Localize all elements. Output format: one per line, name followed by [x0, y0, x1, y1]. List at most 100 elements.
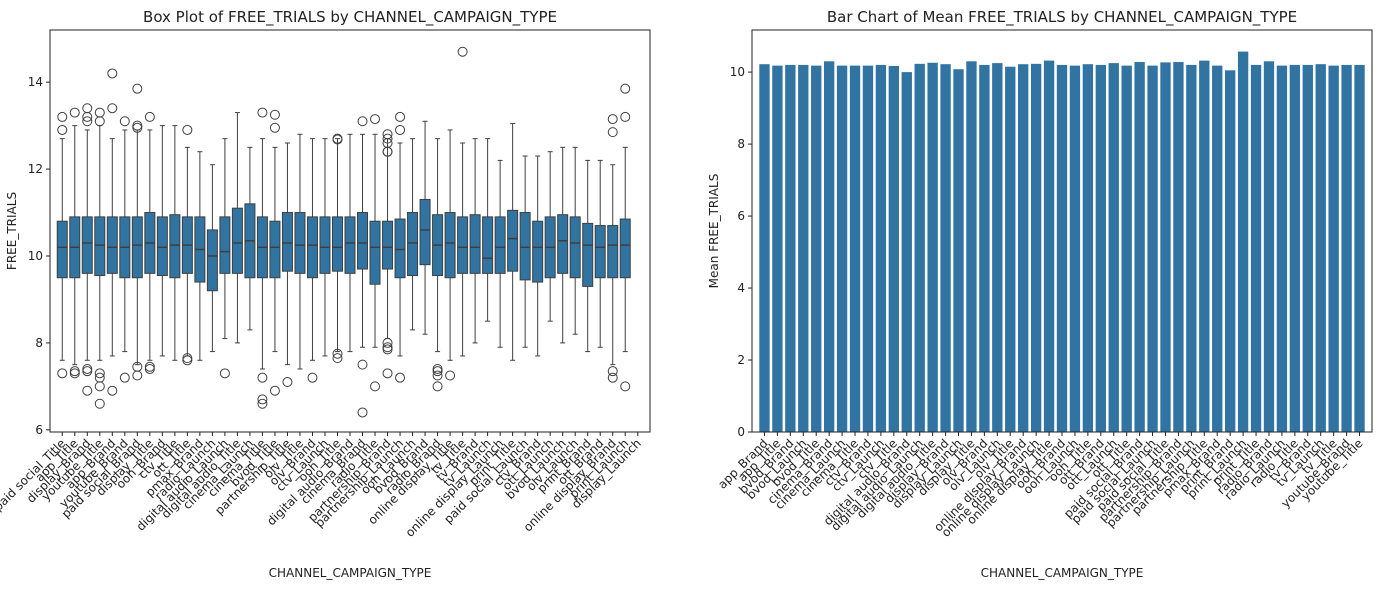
outlier: [82, 385, 93, 396]
outlier: [119, 116, 130, 127]
outlier: [107, 103, 118, 114]
outlier: [357, 359, 368, 370]
outlier: [257, 394, 268, 405]
box: [407, 212, 419, 277]
bar: [992, 63, 1003, 433]
bar: [1121, 65, 1132, 432]
bar: [836, 65, 848, 432]
y-tick-label: 10: [730, 65, 745, 79]
outlier: [257, 398, 268, 409]
y-tick-label: 4: [737, 281, 745, 295]
outlier: [57, 368, 68, 379]
outlier: [607, 372, 618, 383]
chart-title: Bar Chart of Mean FREE_TRIALS by CHANNEL…: [827, 8, 1297, 27]
box: [457, 216, 469, 274]
outlier: [269, 122, 280, 133]
y-tick-label: 14: [28, 75, 43, 89]
outlier: [620, 381, 631, 392]
bar: [1186, 64, 1197, 432]
outlier: [395, 124, 406, 135]
bar: [940, 64, 951, 433]
outlier: [144, 363, 155, 374]
box: [94, 216, 106, 277]
outlier: [257, 372, 268, 383]
box: [532, 220, 544, 283]
box: [357, 212, 369, 270]
outlier: [82, 116, 93, 127]
box: [106, 216, 118, 274]
y-tick-label: 0: [737, 425, 745, 439]
bar: [1069, 65, 1081, 432]
bar: [1237, 51, 1249, 432]
box: [331, 216, 343, 272]
y-tick-label: 6: [737, 209, 745, 223]
outlier: [82, 103, 93, 114]
outlier: [370, 381, 381, 392]
outlier: [132, 120, 143, 131]
plot-frame: [49, 29, 651, 433]
outlier: [94, 116, 105, 127]
outlier: [445, 370, 456, 381]
bar: [1134, 62, 1145, 433]
box: [56, 220, 68, 279]
box: [482, 216, 494, 274]
bar: [1328, 65, 1339, 432]
outlier: [332, 353, 343, 364]
bar: [1160, 62, 1171, 433]
outlier: [607, 114, 618, 125]
y-tick-label: 8: [35, 336, 43, 350]
box: [369, 220, 381, 285]
outlier: [94, 398, 105, 409]
outlier: [119, 372, 130, 383]
outlier: [432, 381, 443, 392]
y-tick-label: 6: [35, 423, 43, 437]
y-tick-label: 2: [737, 353, 745, 367]
bar: [823, 61, 835, 432]
outlier: [219, 368, 230, 379]
bar: [772, 65, 783, 432]
outlier: [269, 109, 280, 120]
bar: [811, 65, 822, 432]
bar: [1005, 66, 1016, 432]
outlier: [332, 134, 343, 145]
plot-frame: [751, 29, 1373, 433]
outlier: [307, 372, 318, 383]
bar: [1276, 65, 1288, 432]
box: [557, 214, 569, 274]
bar: [1056, 64, 1068, 432]
y-tick-label: 12: [28, 162, 43, 176]
bar: [1147, 65, 1158, 432]
outlier: [82, 366, 93, 377]
box: [419, 198, 431, 266]
outlier: [69, 107, 80, 118]
bar: [1030, 63, 1042, 433]
bar: [798, 64, 809, 432]
bar: [1018, 64, 1029, 433]
box: [169, 214, 181, 279]
bar: [966, 61, 977, 432]
bar: [1082, 64, 1094, 433]
bar: [901, 72, 912, 433]
outlier: [94, 368, 105, 379]
box: [319, 216, 331, 274]
box: [607, 225, 619, 279]
bar: [862, 65, 874, 432]
bar: [1108, 63, 1119, 433]
outlier: [94, 107, 105, 118]
outlier: [382, 337, 393, 348]
outlier: [144, 111, 155, 122]
box: [507, 209, 519, 272]
outlier: [457, 46, 468, 57]
outlier: [620, 111, 631, 122]
outlier: [57, 111, 68, 122]
outlier: [370, 114, 381, 125]
outlier: [107, 385, 118, 396]
outlier: [94, 381, 105, 392]
outlier: [432, 370, 443, 381]
outlier: [357, 407, 368, 418]
box: [394, 218, 406, 279]
outlier: [607, 127, 618, 138]
bar: [1341, 64, 1352, 432]
box: [81, 216, 93, 274]
